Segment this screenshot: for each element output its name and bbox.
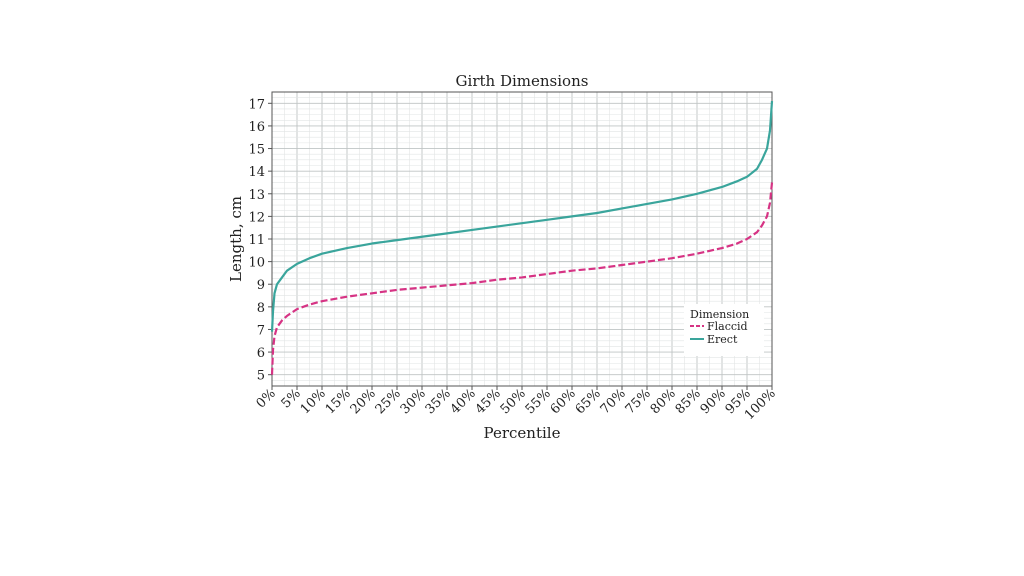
x-tick-label: 30%: [398, 386, 429, 417]
y-tick-label: 11: [248, 233, 265, 248]
series-lines: [270, 100, 774, 375]
x-tick-label: 25%: [373, 386, 404, 417]
x-tick-label: 85%: [673, 386, 704, 417]
chart-title: Girth Dimensions: [456, 72, 589, 90]
x-axis-label: Percentile: [484, 424, 561, 442]
y-tick-label: 6: [257, 346, 265, 361]
series-line-flaccid: [270, 182, 774, 375]
x-tick-label: 65%: [573, 386, 604, 417]
y-tick-label: 9: [257, 278, 265, 293]
x-axis-ticks: 0% 5%10%15%20%25%30%35%40%45%50%55%60%65%…: [254, 386, 779, 423]
x-tick-label: 75%: [623, 386, 654, 417]
x-tick-label: 50%: [498, 386, 529, 417]
x-tick-label: 55%: [523, 386, 554, 417]
legend-label-flaccid: Flaccid: [707, 320, 748, 333]
y-tick-label: 10: [248, 256, 265, 271]
y-tick-label: 15: [248, 143, 265, 158]
x-tick-label: 60%: [548, 386, 579, 417]
y-tick-label: 13: [248, 188, 265, 203]
x-tick-label: 35%: [423, 386, 454, 417]
x-tick-label: 90%: [698, 386, 729, 417]
y-tick-label: 17: [248, 97, 265, 112]
y-tick-label: 8: [257, 301, 265, 316]
x-tick-label: 15%: [323, 386, 354, 417]
x-tick-label: 80%: [648, 386, 679, 417]
legend-background: [684, 304, 764, 356]
y-tick-label: 12: [248, 210, 265, 225]
y-tick-label: 14: [248, 165, 265, 180]
x-tick-label: 20%: [348, 386, 379, 417]
series-line-erect: [270, 100, 774, 332]
x-tick-label: 40%: [448, 386, 479, 417]
y-axis-label: Length, cm: [227, 196, 245, 282]
x-tick-label: 0%: [254, 386, 279, 411]
x-tick-label: 45%: [473, 386, 504, 417]
y-tick-label: 7: [257, 323, 265, 338]
x-tick-label: 10%: [298, 386, 329, 417]
legend-label-erect: Erect: [707, 333, 738, 346]
y-tick-label: 16: [248, 120, 265, 135]
x-tick-label: 70%: [598, 386, 629, 417]
legend-title: Dimension: [690, 308, 749, 321]
y-axis-ticks: 5 6 7 8 9 10 11 12 13 14 15 16 17: [248, 97, 272, 384]
y-tick-label: 5: [257, 369, 265, 384]
